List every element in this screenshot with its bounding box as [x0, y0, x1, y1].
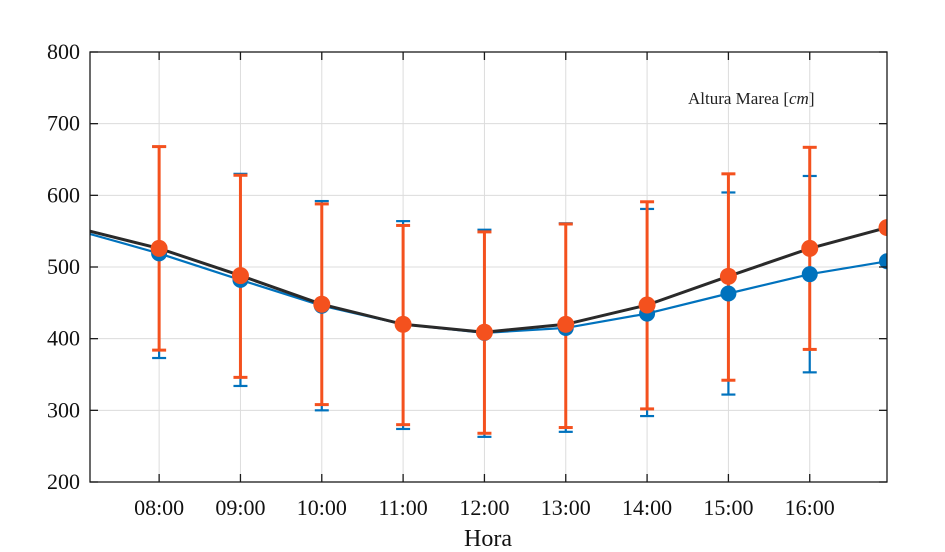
legend-series-name: Altura Marea: [688, 89, 780, 108]
y-tick-label: 700: [47, 111, 80, 136]
y-tick-label: 200: [47, 469, 80, 494]
y-tick-label: 600: [47, 182, 80, 207]
series-layer: [90, 145, 887, 438]
x-tick-label: 11:00: [378, 495, 427, 520]
y-tick-label: 400: [47, 326, 80, 351]
data-point-orange: [394, 315, 412, 333]
data-point-orange: [719, 267, 737, 285]
data-point-orange: [878, 219, 887, 237]
legend-label: Altura Marea [cm]: [688, 89, 815, 108]
data-point-orange: [475, 323, 493, 341]
data-point-blue: [801, 266, 818, 283]
y-tick-label: 300: [47, 397, 80, 422]
data-point-orange: [557, 315, 575, 333]
y-tick-label: 500: [47, 254, 80, 279]
data-point-blue: [720, 285, 737, 302]
x-tick-label: 09:00: [215, 495, 265, 520]
data-point-orange: [801, 239, 819, 257]
x-tick-label: 16:00: [785, 495, 835, 520]
legend: Altura Marea [cm]: [688, 89, 815, 108]
x-tick-label: 14:00: [622, 495, 672, 520]
tick-labels: 200 300 400 500 600 700 800 08:00 09:00 10:00 11:0…: [47, 39, 835, 520]
legend-unit: cm: [789, 89, 809, 108]
y-tick-label: 800: [47, 39, 80, 64]
data-point-orange: [313, 295, 331, 313]
x-tick-label: 12:00: [459, 495, 509, 520]
axes-layer: [89, 51, 888, 483]
x-axis-title: Hora: [464, 526, 512, 552]
x-tick-label: 10:00: [297, 495, 347, 520]
x-tick-label: 15:00: [703, 495, 753, 520]
x-tick-label: 13:00: [541, 495, 591, 520]
data-point-orange: [231, 267, 249, 285]
data-point-orange: [150, 239, 168, 257]
x-tick-label: 08:00: [134, 495, 184, 520]
data-point-blue: [879, 253, 887, 270]
data-point-orange: [638, 296, 656, 314]
